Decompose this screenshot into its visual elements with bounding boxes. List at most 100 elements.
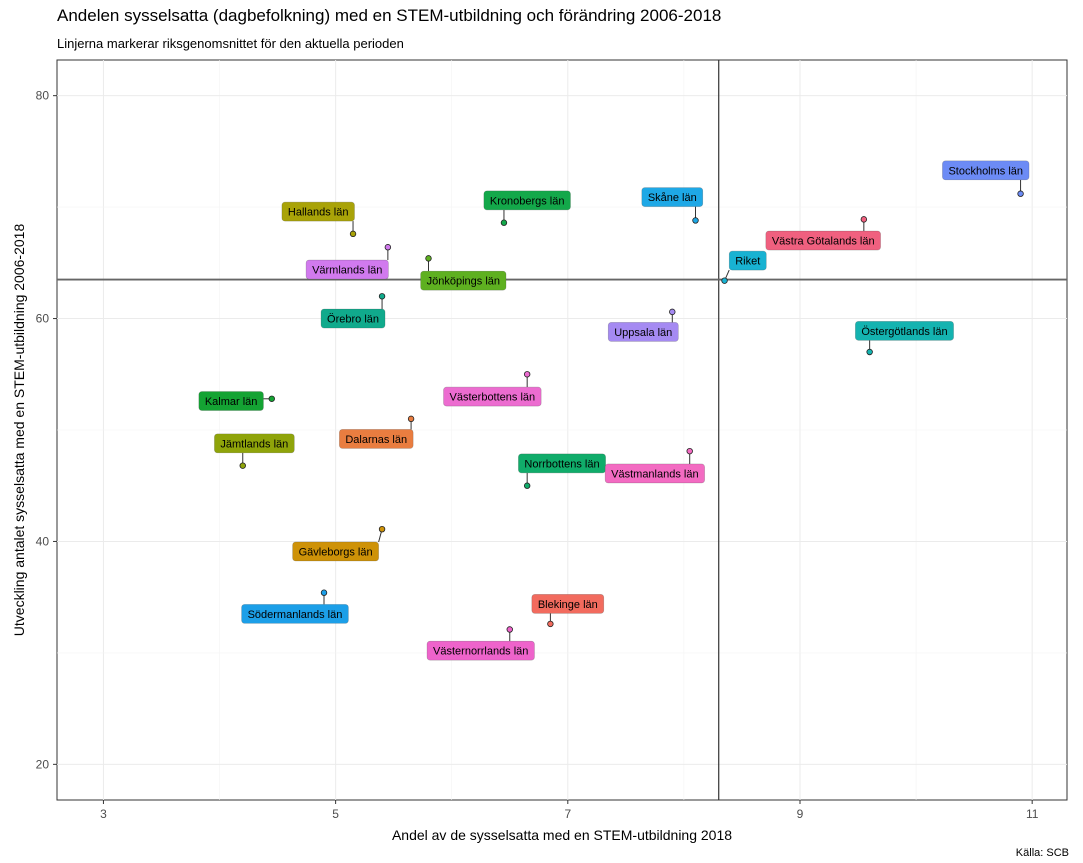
data-point <box>523 482 531 489</box>
data-label-box <box>641 187 704 207</box>
x-tick-label: 3 <box>100 807 107 821</box>
data-label-box <box>426 640 535 661</box>
chart-title: Andelen sysselsatta (dagbefolkning) med … <box>57 6 722 25</box>
data-label-text: Värmlands län <box>312 265 382 277</box>
data-label-box <box>198 391 264 411</box>
data-label: Gävleborgs län <box>292 541 379 562</box>
data-label-text: Jämtlands län <box>220 438 288 450</box>
data-label-box <box>339 429 414 449</box>
data-point <box>866 348 873 356</box>
data-point <box>320 589 328 596</box>
data-label: Kalmar län <box>198 391 264 411</box>
y-tick-label: 40 <box>36 534 50 548</box>
y-tick-label: 20 <box>36 757 50 771</box>
data-label: Östergötlands län <box>855 321 954 341</box>
data-label-text: Riket <box>735 256 760 268</box>
data-label: Jämtlands län <box>214 433 295 454</box>
data-label-box <box>443 386 542 407</box>
y-tick-label: 80 <box>36 89 50 103</box>
data-label: Dalarnas län <box>339 429 414 449</box>
data-label-box <box>607 322 679 342</box>
data-label-text: Västra Götalands län <box>772 236 875 248</box>
data-label-box <box>320 308 386 329</box>
data-label-text: Blekinge län <box>538 599 598 611</box>
data-label-box <box>305 259 389 280</box>
data-label-text: Stockholms län <box>948 165 1023 177</box>
data-point <box>721 277 728 284</box>
data-label: Blekinge län <box>531 594 605 614</box>
data-label: Örebro län <box>320 308 386 329</box>
data-label: Riket <box>728 250 767 271</box>
data-label-box <box>855 321 954 341</box>
data-label: Jönköpings län <box>420 270 507 291</box>
data-point <box>349 230 357 238</box>
data-label: Norrbottens län <box>518 453 606 474</box>
data-label: Uppsala län <box>607 322 679 342</box>
x-tick-label: 5 <box>332 807 339 821</box>
data-label-box <box>241 604 349 624</box>
data-point <box>239 462 246 469</box>
data-label: Västra Götalands län <box>765 230 881 251</box>
source-note: Källa: SCB <box>1015 847 1069 859</box>
data-label-box <box>942 160 1030 181</box>
data-label-text: Skåne län <box>648 192 697 204</box>
data-label-text: Gävleborgs län <box>299 546 373 558</box>
grid <box>56 59 1068 801</box>
reference-lines <box>57 60 1067 800</box>
data-point <box>506 626 513 633</box>
data-point <box>692 217 699 224</box>
data-label-text: Västernorrlands län <box>433 646 528 658</box>
data-label: Stockholms län <box>942 160 1030 181</box>
data-label-box <box>292 541 379 562</box>
data-point <box>523 371 531 378</box>
data-point <box>1017 190 1024 197</box>
y-tick-label: 60 <box>36 312 50 326</box>
data-label-text: Östergötlands län <box>861 326 947 338</box>
data-label-text: Västerbottens län <box>450 392 536 404</box>
data-point <box>500 219 508 226</box>
data-point <box>547 620 554 628</box>
data-label-box <box>420 270 507 291</box>
data-label-box <box>281 201 355 222</box>
data-label-text: Västmanlands län <box>611 468 698 480</box>
data-point <box>378 293 386 300</box>
data-label-text: Kalmar län <box>205 396 258 408</box>
data-label: Södermanlands län <box>241 604 349 624</box>
y-axis-title: Utveckling antalet sysselsatta med en ST… <box>11 224 27 637</box>
data-point <box>378 525 386 533</box>
data-label-box <box>483 190 571 211</box>
data-label-text: Södermanlands län <box>248 609 343 621</box>
axes: 3 5 7 9 11 20 40 60 80 <box>36 89 1039 821</box>
data-label-box <box>531 594 605 614</box>
data-point <box>669 308 676 316</box>
data-label-text: Örebro län <box>327 314 379 326</box>
data-label-box <box>518 453 606 474</box>
data-label-box <box>604 463 705 484</box>
data-label: Västernorrlands län <box>426 640 535 661</box>
data-label-box <box>765 230 881 251</box>
chart-subtitle: Linjerna markerar riksgenomsnittet för d… <box>57 36 404 51</box>
data-point <box>686 447 693 455</box>
data-label: Västmanlands län <box>604 463 705 484</box>
data-label-text: Jönköpings län <box>427 276 500 288</box>
data-label-box <box>728 250 767 271</box>
data-point <box>425 255 432 262</box>
data-label: Västerbottens län <box>443 386 542 407</box>
data-label: Skåne län <box>641 187 704 207</box>
data-labels: Stockholms län Västra Götalands län Skåne … <box>198 160 1030 661</box>
data-point <box>407 415 415 423</box>
data-label-text: Kronobergs län <box>490 195 565 207</box>
data-label-text: Hallands län <box>288 207 349 219</box>
data-label-box <box>214 433 295 454</box>
data-label-text: Uppsala län <box>614 327 672 339</box>
data-point <box>384 244 392 251</box>
data-label-text: Dalarnas län <box>345 434 407 446</box>
x-tick-label: 9 <box>797 807 804 821</box>
data-label-text: Norrbottens län <box>524 458 599 470</box>
data-label: Kronobergs län <box>483 190 571 211</box>
x-axis-title: Andel av de sysselsatta med en STEM-utbi… <box>392 827 732 843</box>
data-point <box>860 216 868 223</box>
data-points <box>239 190 1024 633</box>
x-tick-label: 11 <box>1026 807 1039 821</box>
